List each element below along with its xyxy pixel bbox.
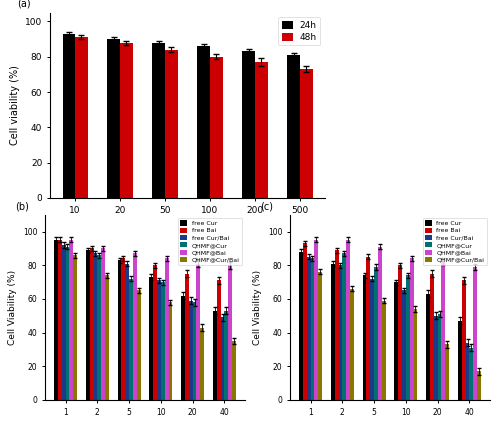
Bar (75, 37, 88, 198)
Bar (232, 341, 236, 400)
Bar (200, 328, 204, 400)
Bar (442, 262, 446, 400)
Bar (189, 301, 192, 400)
Bar (474, 267, 477, 400)
Bar (161, 282, 164, 400)
Bar (154, 265, 157, 400)
Y-axis label: Cell Viability (%): Cell Viability (%) (254, 270, 262, 345)
Bar (300, 69, 312, 198)
Bar (331, 264, 334, 400)
Bar (168, 302, 172, 400)
Bar (105, 275, 109, 400)
Legend: free Cur, free Bai, free Cur/Bai, QHMF@Cur, QHMF@Bai, QHMF@Cur/Bai: free Cur, free Bai, free Cur/Bai, QHMF@C… (178, 218, 242, 265)
Bar (466, 343, 469, 400)
Bar (426, 294, 430, 400)
Bar (310, 258, 314, 400)
Bar (303, 243, 306, 400)
Bar (152, 43, 165, 198)
Bar (430, 274, 434, 400)
Bar (120, 43, 132, 198)
Bar (406, 275, 409, 400)
Bar (118, 260, 122, 400)
Bar (410, 258, 414, 400)
Bar (346, 240, 350, 400)
Bar (394, 282, 398, 400)
Bar (299, 252, 303, 400)
Bar (157, 280, 161, 400)
Bar (164, 258, 168, 400)
Bar (228, 265, 232, 400)
Bar (402, 290, 406, 400)
Bar (54, 240, 58, 400)
Bar (165, 50, 177, 198)
Bar (314, 240, 318, 400)
Y-axis label: Cell Viability (%): Cell Viability (%) (8, 270, 18, 345)
Bar (382, 301, 386, 400)
Bar (213, 311, 217, 400)
Bar (122, 258, 126, 400)
Bar (126, 264, 129, 400)
Bar (181, 296, 185, 400)
Bar (150, 277, 154, 400)
Bar (362, 275, 366, 400)
Bar (98, 255, 101, 400)
Bar (334, 250, 338, 400)
Bar (288, 55, 300, 198)
Bar (462, 280, 466, 400)
Bar (185, 274, 189, 400)
Bar (470, 348, 474, 400)
Bar (242, 51, 255, 198)
Bar (374, 267, 378, 400)
Bar (62, 245, 66, 400)
Bar (58, 240, 61, 400)
Bar (192, 302, 196, 400)
Bar (446, 344, 449, 400)
Bar (255, 62, 268, 198)
Bar (73, 255, 77, 400)
Bar (196, 264, 200, 400)
Text: (a): (a) (17, 0, 30, 9)
Bar (477, 371, 481, 400)
Bar (438, 314, 442, 400)
Bar (224, 311, 228, 400)
Bar (94, 253, 98, 400)
Bar (70, 240, 73, 400)
Bar (458, 321, 462, 400)
Bar (90, 248, 94, 400)
Bar (62, 34, 75, 198)
Legend: free Cur, free Bai, free Cur/Bai, QHMF@Cur, QHMF@Bai, QHMF@Cur/Bai: free Cur, free Bai, free Cur/Bai, QHMF@C… (423, 218, 487, 265)
Bar (129, 279, 133, 400)
Bar (342, 253, 346, 400)
Bar (338, 265, 342, 400)
Legend: 24h, 48h: 24h, 48h (278, 17, 320, 45)
Bar (86, 250, 90, 400)
Bar (414, 309, 418, 400)
Bar (217, 280, 220, 400)
Bar (434, 316, 438, 400)
Bar (101, 248, 105, 400)
Bar (318, 272, 322, 400)
Bar (306, 257, 310, 400)
Bar (366, 257, 370, 400)
Text: (c): (c) (260, 201, 273, 211)
Bar (398, 265, 402, 400)
Bar (220, 317, 224, 400)
Bar (370, 279, 374, 400)
X-axis label: Concentration (μg/mL): Concentration (μg/mL) (132, 220, 243, 230)
Bar (66, 247, 70, 400)
Bar (108, 39, 120, 198)
Y-axis label: Cell viability (%): Cell viability (%) (10, 65, 20, 145)
Bar (210, 57, 222, 198)
Bar (198, 46, 210, 198)
Text: (b): (b) (15, 201, 29, 211)
Bar (136, 290, 140, 400)
Bar (378, 247, 382, 400)
Bar (350, 289, 354, 400)
Bar (133, 253, 136, 400)
